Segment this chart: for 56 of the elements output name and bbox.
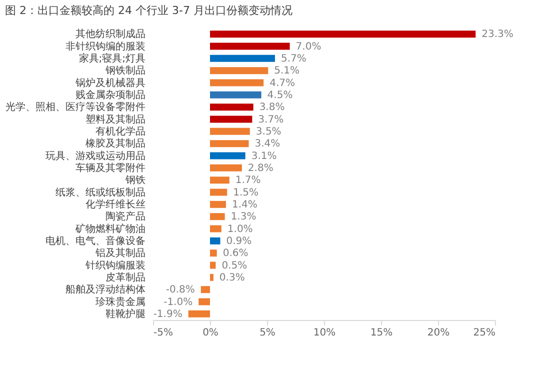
data-label: 3.8% [259, 102, 285, 114]
y-tick-label: 鞋靴护腿 [106, 308, 146, 320]
data-label: 4.5% [267, 90, 293, 101]
y-tick-label: 非针织钩编的服装 [66, 40, 146, 52]
x-tick-label: 20% [427, 328, 450, 338]
y-tick-label: 矿物燃料矿物油 [74, 222, 146, 235]
data-label: 3.4% [254, 138, 280, 150]
data-label: 3.1% [251, 150, 277, 162]
y-tick-label: 家具;寝具;灯具 [78, 52, 146, 64]
y-tick-label: 纸浆、纸或纸板制品 [56, 186, 146, 198]
y-tick-label: 电机、电气、音像设备 [46, 234, 146, 247]
data-label: 2.8% [248, 162, 274, 174]
data-label: 3.5% [256, 126, 282, 138]
y-tick-label: 化学纤维长丝 [86, 198, 146, 210]
y-tick-label: 皮革制品 [106, 271, 146, 284]
data-label: -0.8% [166, 284, 195, 296]
x-tick-label: 0% [202, 328, 218, 338]
y-tick-label: 铝及其制品 [94, 247, 146, 260]
data-label: 1.7% [235, 175, 261, 186]
y-tick-label: 其他纺织制成品 [76, 28, 146, 40]
y-tick-label: 钢铁制品 [104, 64, 146, 77]
y-tick-label: 车辆及其零附件 [76, 162, 146, 174]
y-tick-label: 陶瓷产品 [106, 210, 146, 223]
data-label: 3.7% [258, 114, 284, 126]
data-label: 0.5% [222, 260, 248, 272]
data-label: 1.4% [232, 199, 258, 210]
y-tick-label: 钢铁 [124, 174, 146, 186]
data-label: 1.5% [233, 187, 259, 198]
data-label: 0.3% [219, 272, 245, 284]
y-tick-label: 珍珠贵金属 [96, 296, 146, 308]
y-tick-label: 贱金属杂项制品 [76, 88, 146, 101]
x-tick-label: 25% [473, 328, 496, 338]
x-tick-label: -5% [154, 328, 173, 338]
data-label: 5.7% [280, 53, 306, 64]
y-tick-label: 玩具、游戏或运动用品 [46, 150, 146, 162]
y-tick-label: 针织钩编服装 [84, 259, 146, 272]
y-tick-label: 橡胶及其制品 [86, 138, 146, 150]
data-label: -1.9% [153, 308, 182, 320]
chart-title: 图 2：出口金额较高的 24 个行业 3-7 月出口份额变动情况 [5, 4, 292, 17]
data-label: 7.0% [296, 41, 322, 52]
y-tick-label: 船舶及浮动结构体 [66, 284, 146, 296]
x-tick-label: 10% [313, 328, 336, 338]
data-label: 5.1% [274, 66, 300, 77]
x-tick-label: 5% [260, 328, 276, 338]
data-label: 0.6% [222, 248, 248, 260]
data-label: 1.3% [230, 212, 256, 223]
x-tick-label: 15% [370, 328, 393, 338]
y-tick-label: 光学、照相、医疗等设备零附件 [6, 101, 146, 114]
data-label: 4.7% [270, 78, 295, 89]
y-tick-label: 有机化学品 [96, 125, 146, 138]
data-label: 0.9% [226, 236, 252, 247]
data-label: -1.0% [164, 296, 193, 308]
y-tick-label: 锅炉及机械器具 [74, 76, 146, 89]
data-label: 23.3% [482, 29, 514, 40]
y-tick-label: 塑料及其制品 [86, 113, 146, 126]
data-label: 1.0% [227, 224, 253, 235]
